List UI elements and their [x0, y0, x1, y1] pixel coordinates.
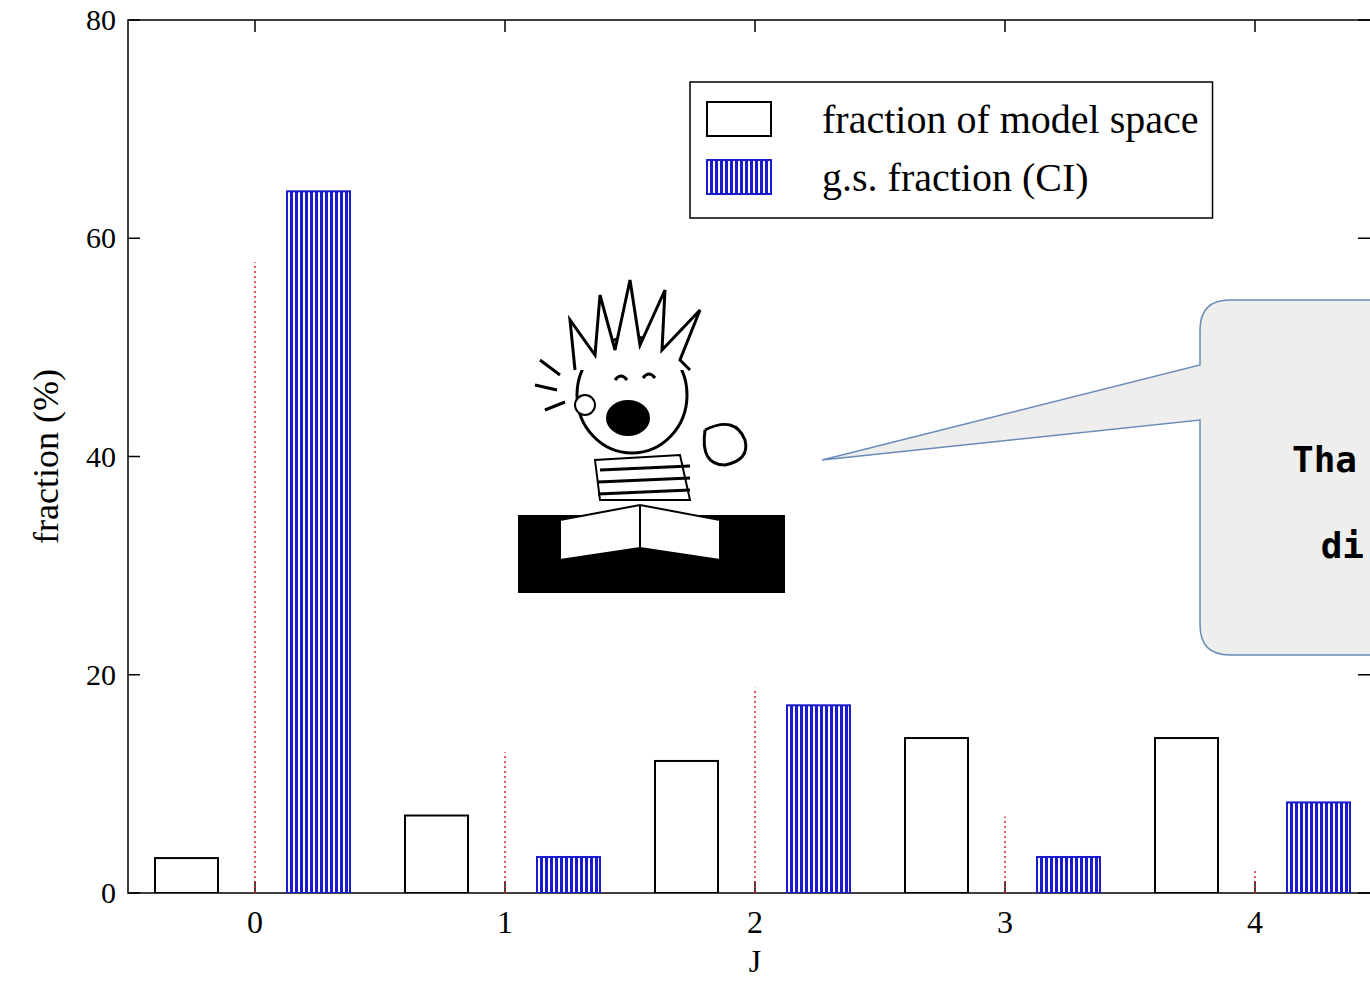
x-tick-label: 1	[497, 904, 513, 940]
stem	[504, 752, 506, 893]
stem	[754, 688, 756, 893]
y-tick-label: 80	[86, 3, 116, 36]
plot-frame	[128, 20, 1370, 893]
x-tick-label: 2	[747, 904, 763, 940]
y-tick	[128, 456, 140, 458]
bar	[155, 858, 218, 893]
y-tick-label: 20	[86, 658, 116, 691]
stem	[254, 262, 256, 893]
bar	[1037, 857, 1100, 893]
bar	[1155, 738, 1218, 893]
y-tick	[128, 674, 140, 676]
legend-box	[690, 82, 1213, 218]
x-tick-label: 4	[1247, 904, 1263, 940]
legend-label: g.s. fraction (CI)	[822, 155, 1089, 200]
bar	[287, 191, 350, 893]
x-tick-label: 3	[997, 904, 1013, 940]
chart: 0 20 40 60 80 0 1 2 3 4 Jfraction (%) fraction of m…	[0, 0, 1370, 996]
bar	[405, 816, 468, 893]
bar	[787, 705, 850, 893]
speech-bubble-shape	[822, 300, 1370, 655]
y-tick-right	[1358, 674, 1370, 676]
y-tick	[128, 892, 140, 894]
cartoon-book	[560, 505, 720, 560]
y-tick-label: 0	[101, 876, 116, 909]
cartoon-hair	[570, 280, 700, 370]
x-tick-top	[1004, 20, 1006, 32]
y-axis-title: fraction (%)	[26, 369, 66, 544]
y-tick-right	[1358, 19, 1370, 21]
cartoon-eyes	[615, 374, 655, 380]
x-tick-top	[504, 20, 506, 32]
marks	[155, 191, 1350, 893]
cartoon-motion	[535, 360, 565, 410]
annotation: Tha	[1292, 439, 1357, 480]
y-tick-right	[1358, 892, 1370, 894]
legend-swatch	[707, 102, 771, 136]
x-tick-top	[1254, 20, 1256, 32]
legend: fraction of model space g.s. fraction (CI…	[690, 82, 1213, 218]
x-tick-top	[254, 20, 256, 32]
cartoon-stripes	[598, 466, 690, 494]
cartoon-mouth	[606, 400, 650, 436]
bar	[1287, 802, 1350, 893]
y-tick	[128, 238, 140, 240]
stem	[1254, 870, 1256, 893]
stem	[1004, 817, 1006, 893]
speech-bubble: Tha di	[822, 300, 1370, 655]
annotation: di	[1321, 525, 1364, 566]
legend-swatch	[707, 160, 771, 194]
bar	[905, 738, 968, 893]
x-tick-label: 0	[247, 904, 263, 940]
y-tick	[128, 19, 140, 21]
x-axis-title: J	[749, 943, 761, 979]
cartoon	[518, 280, 785, 593]
x-tick-top	[754, 20, 756, 32]
bar	[655, 761, 718, 893]
cartoon-ear	[575, 395, 595, 415]
bar	[537, 857, 600, 893]
cartoon-fist	[704, 424, 746, 465]
cartoon-body	[595, 455, 690, 500]
cartoon-book-spine	[639, 505, 641, 548]
y-tick-label: 40	[86, 440, 116, 473]
legend-label: fraction of model space	[822, 97, 1199, 142]
y-tick-right	[1358, 238, 1370, 240]
y-tick-label: 60	[86, 221, 116, 254]
